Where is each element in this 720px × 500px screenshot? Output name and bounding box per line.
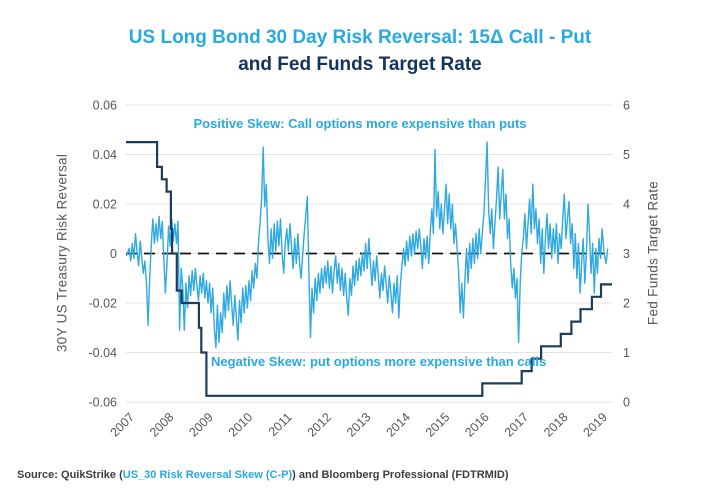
x-tick-label: 2015 (423, 410, 453, 440)
y-left-tick-label: -0.04 (89, 346, 118, 360)
y-right-tick-label: 3 (623, 247, 630, 261)
y-left-tick-label: -0.02 (89, 297, 118, 311)
y-left-tick-label: 0.06 (93, 99, 117, 113)
y-right-tick-label: 0 (623, 396, 630, 410)
chart-title-line1: US Long Bond 30 Day Risk Reversal: 15Δ C… (128, 27, 592, 48)
y-right-tick-label: 2 (623, 297, 630, 311)
x-tick-label: 2011 (266, 410, 295, 439)
y-right-tick-label: 1 (623, 346, 630, 360)
right-axis-title: Fed Funds Target Rate (645, 180, 661, 326)
x-tick-label: 2010 (226, 410, 256, 440)
y-left-tick-label: 0 (110, 247, 117, 261)
chart-title-line2: and Fed Funds Target Rate (238, 54, 482, 75)
x-tick-label: 2014 (383, 410, 413, 440)
x-tick-label: 2012 (305, 410, 335, 440)
x-tick-label: 2013 (344, 410, 374, 440)
y-left-tick-label: 0.02 (93, 198, 117, 212)
risk-reversal-line (125, 141, 609, 349)
y-right-tick-label: 6 (623, 99, 630, 113)
y-right-tick-label: 5 (623, 148, 630, 162)
y-right-tick-label: 4 (623, 198, 630, 212)
left-axis-title: 30Y US Treasury Risk Reversal (54, 153, 70, 353)
x-tick-label: 2008 (147, 410, 177, 440)
x-tick-label: 2018 (541, 410, 571, 440)
source-note: Source: QuikStrike (US_30 Risk Reversal … (17, 469, 508, 481)
x-tick-label: 2009 (186, 410, 216, 440)
negative-skew-annotation: Negative Skew: put options more expensiv… (211, 354, 547, 369)
x-tick-label: 2007 (108, 410, 138, 440)
x-tick-label: 2016 (462, 410, 492, 440)
y-left-tick-label: 0.04 (93, 148, 117, 162)
fed-funds-line (126, 141, 612, 397)
source-prefix: Source: QuikStrike ( (17, 469, 123, 481)
chart-title: US Long Bond 30 Day Risk Reversal: 15Δ C… (0, 24, 720, 78)
x-tick-label: 2017 (502, 410, 532, 440)
x-tick-label: 2019 (580, 410, 610, 440)
positive-skew-annotation: Positive Skew: Call options more expensi… (193, 116, 527, 131)
source-suffix: ) and Bloomberg Professional (FDTRMID) (292, 469, 509, 481)
source-link[interactable]: US_30 Risk Reversal Skew (C-P) (122, 469, 293, 481)
y-left-tick-label: -0.06 (89, 396, 118, 410)
